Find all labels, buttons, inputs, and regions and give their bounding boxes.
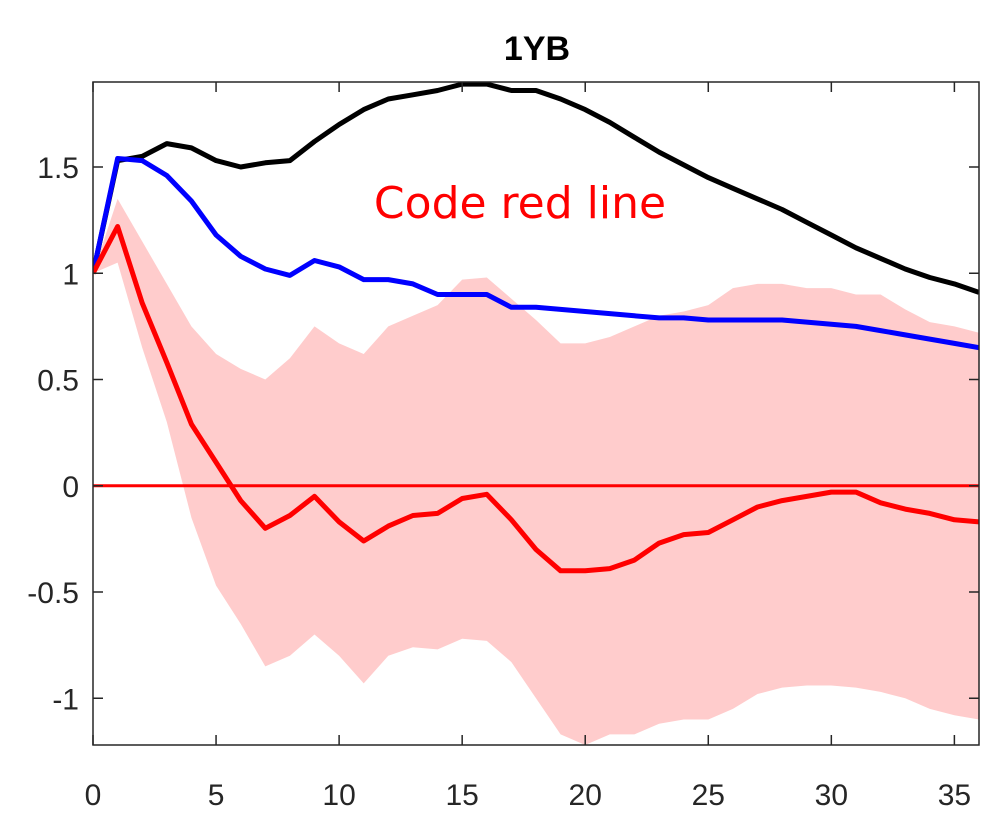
code-red-line-annotation: Code red line: [374, 178, 666, 229]
plot-area: [93, 82, 979, 745]
red-series-line: [93, 224, 979, 574]
x-tick-label: 15: [445, 779, 478, 812]
axes-frame: [92, 81, 980, 746]
y-tick-label: 1.5: [37, 152, 79, 185]
x-tick-label: 20: [569, 779, 602, 812]
black-series-line: [93, 82, 979, 295]
blue-series-line: [93, 156, 979, 351]
y-tick-label: -0.5: [27, 577, 79, 610]
x-tick-label: 30: [815, 779, 848, 812]
x-tick-label: 5: [208, 779, 225, 812]
x-tick-label: 35: [938, 779, 971, 812]
confidence-band: [93, 198, 979, 745]
y-tick-label: 1: [62, 258, 79, 291]
plot-content: [93, 82, 979, 745]
y-tick-label: -1: [52, 683, 79, 716]
y-tick-label: 0: [62, 471, 79, 504]
y-tick-label: 0.5: [37, 365, 79, 398]
chart-title: 1YB: [504, 30, 570, 68]
axes: 0 5 10 15 20 25 30 35 -1 -0.5 0 0.5 1 1.5: [27, 81, 980, 812]
x-tick-label: 0: [85, 779, 102, 812]
x-tick-label: 25: [692, 779, 725, 812]
x-tick-label: 10: [322, 779, 355, 812]
